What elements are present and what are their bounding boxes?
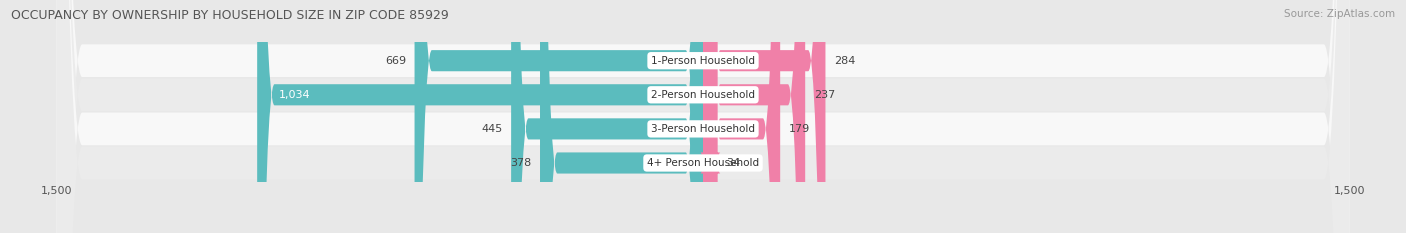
FancyBboxPatch shape — [56, 0, 1350, 233]
FancyBboxPatch shape — [56, 0, 1350, 233]
FancyBboxPatch shape — [257, 0, 703, 233]
FancyBboxPatch shape — [56, 0, 1350, 233]
Text: 3-Person Household: 3-Person Household — [651, 124, 755, 134]
Text: 2-Person Household: 2-Person Household — [651, 90, 755, 100]
FancyBboxPatch shape — [703, 0, 825, 233]
Text: 1-Person Household: 1-Person Household — [651, 56, 755, 66]
Text: 445: 445 — [481, 124, 502, 134]
FancyBboxPatch shape — [540, 0, 703, 233]
FancyBboxPatch shape — [700, 0, 720, 233]
Text: 669: 669 — [385, 56, 406, 66]
Text: OCCUPANCY BY OWNERSHIP BY HOUSEHOLD SIZE IN ZIP CODE 85929: OCCUPANCY BY OWNERSHIP BY HOUSEHOLD SIZE… — [11, 9, 449, 22]
Text: 378: 378 — [510, 158, 531, 168]
Text: 284: 284 — [834, 56, 855, 66]
Text: Source: ZipAtlas.com: Source: ZipAtlas.com — [1284, 9, 1395, 19]
Text: 34: 34 — [727, 158, 741, 168]
FancyBboxPatch shape — [512, 0, 703, 233]
FancyBboxPatch shape — [703, 0, 806, 233]
Text: 1,034: 1,034 — [278, 90, 311, 100]
FancyBboxPatch shape — [703, 0, 780, 233]
Text: 4+ Person Household: 4+ Person Household — [647, 158, 759, 168]
Text: 179: 179 — [789, 124, 810, 134]
FancyBboxPatch shape — [56, 0, 1350, 233]
Text: 237: 237 — [814, 90, 835, 100]
FancyBboxPatch shape — [415, 0, 703, 233]
